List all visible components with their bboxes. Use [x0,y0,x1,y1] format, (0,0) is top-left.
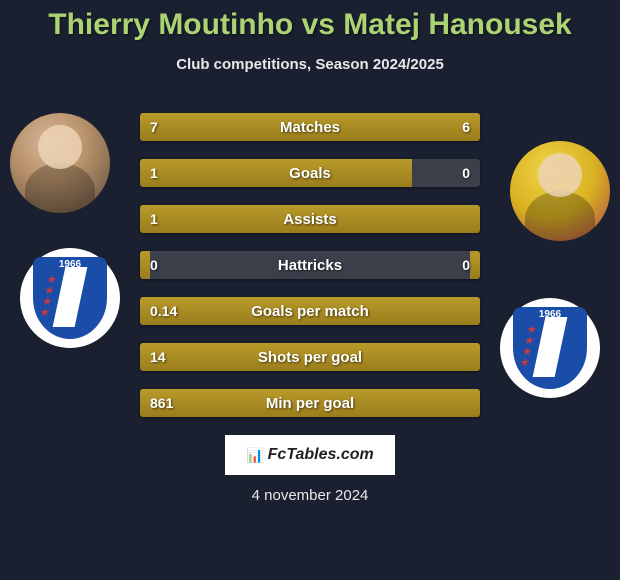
brand-logo: 📊 FcTables.com [225,435,395,475]
stat-label: Assists [140,205,480,233]
stat-label: Min per goal [140,389,480,417]
player2-avatar [510,141,610,241]
stat-row: 0Hattricks0 [140,251,480,279]
stat-label: Shots per goal [140,343,480,371]
stat-row: 0.14Goals per match [140,297,480,325]
stat-bars: 7Matches61Goals01Assists0Hattricks00.14G… [140,113,480,417]
footer-date: 4 november 2024 [0,487,620,504]
player1-club-logo: 1966 [20,248,120,348]
stat-row: 14Shots per goal [140,343,480,371]
stat-label: Matches [140,113,480,141]
club-year: 1966 [33,259,107,270]
brand-text: FcTables.com [268,446,374,464]
stat-value-right: 0 [462,251,470,279]
club-shield: 1966 [513,307,587,389]
stat-label: Goals per match [140,297,480,325]
chart-icon: 📊 [246,447,263,464]
page-title: Thierry Moutinho vs Matej Hanousek [0,0,620,42]
stat-row: 861Min per goal [140,389,480,417]
club-year: 1966 [513,309,587,320]
stat-value-right: 0 [462,159,470,187]
comparison-chart: 1966 1966 7Matches61Goals01Assists0Hattr… [0,113,620,417]
stat-row: 1Assists [140,205,480,233]
player1-avatar [10,113,110,213]
player2-club-logo: 1966 [500,298,600,398]
stat-value-right: 6 [462,113,470,141]
stat-label: Goals [140,159,480,187]
stat-row: 1Goals0 [140,159,480,187]
stat-row: 7Matches6 [140,113,480,141]
stat-label: Hattricks [140,251,480,279]
club-shield: 1966 [33,257,107,339]
page-subtitle: Club competitions, Season 2024/2025 [0,56,620,73]
